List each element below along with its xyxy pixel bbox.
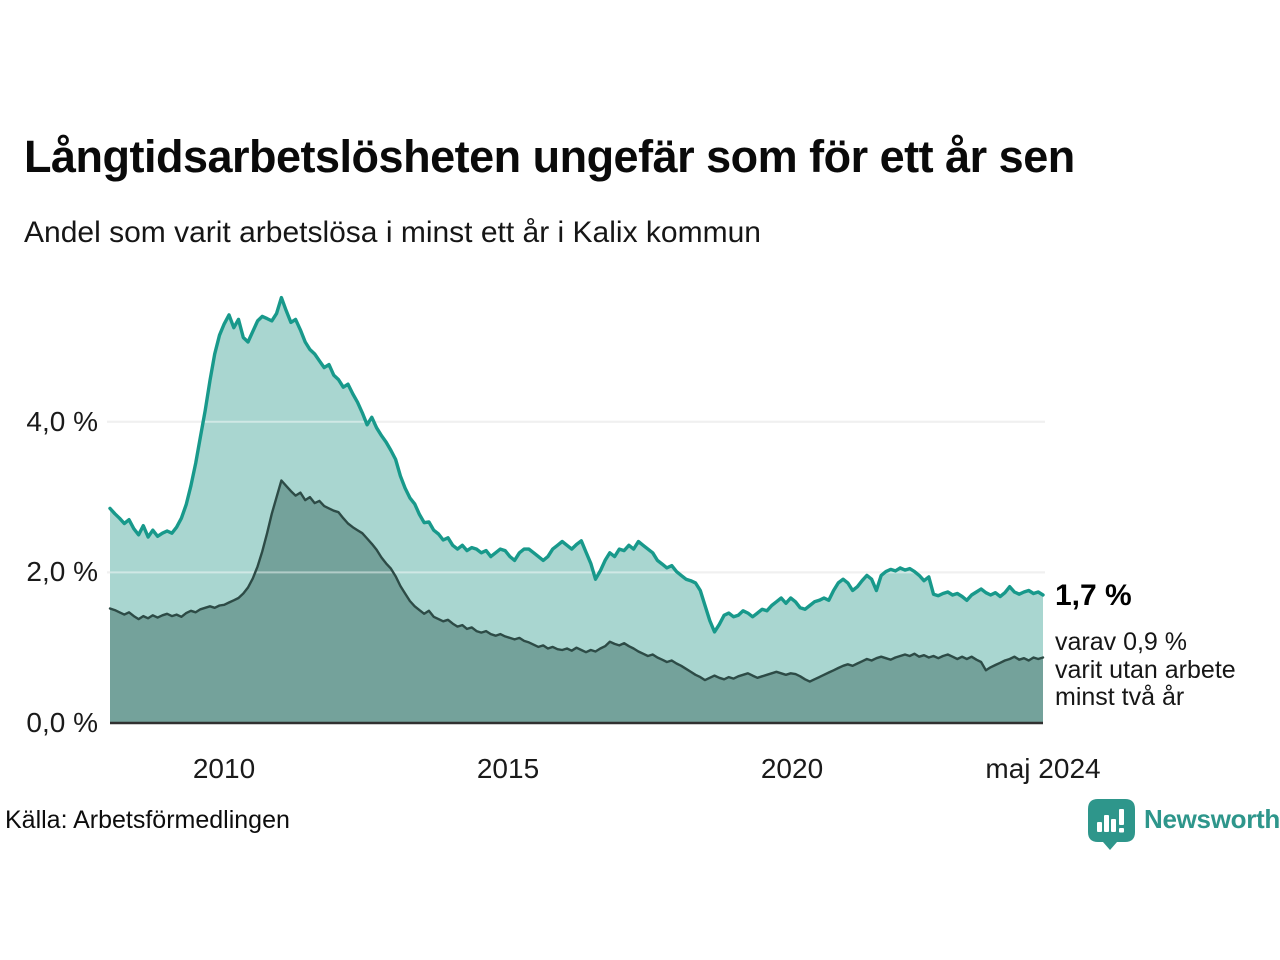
x-axis-tick-label: 2020 xyxy=(760,753,824,784)
y-axis-tick-label: 4,0 % xyxy=(26,405,98,437)
y-axis-tick-label: 0,0 % xyxy=(26,707,98,738)
source-label: Källa: Arbetsförmedlingen xyxy=(5,806,290,834)
line-min-two-years xyxy=(108,479,1045,683)
gridline-overlays xyxy=(107,420,1045,574)
x-axis-tick-label: 2010 xyxy=(192,753,256,784)
newsworthy-wordmark: Newsworthy xyxy=(1144,804,1280,834)
chart-title: Långtidsarbetslösheten ungefär som för e… xyxy=(24,131,1075,182)
note-line-3: minst två år xyxy=(1055,683,1185,711)
line-min-one-year xyxy=(108,295,1045,634)
x-axis-tick-label: 2015 xyxy=(476,753,540,784)
note-line-2: varit utan arbete xyxy=(1055,655,1236,684)
area-min-two-years xyxy=(110,480,1043,723)
y-axis-tick-label: 2,0 % xyxy=(26,556,98,588)
latest-value-note: varav 0,9 % varit utan arbete minst två … xyxy=(1055,628,1236,712)
latest-value-label: 1,7 % xyxy=(1055,579,1132,612)
x-axis-tick-label: maj 2024 xyxy=(985,753,1101,784)
newsworthy-logo: Newsworthy xyxy=(1088,799,1280,851)
bar-chart-bubble-icon xyxy=(1088,799,1135,850)
chart-subtitle: Andel som varit arbetslösa i minst ett å… xyxy=(24,216,761,249)
unemployment-area-chart xyxy=(107,295,1045,725)
note-line-1: varav 0,9 % xyxy=(1055,628,1188,656)
